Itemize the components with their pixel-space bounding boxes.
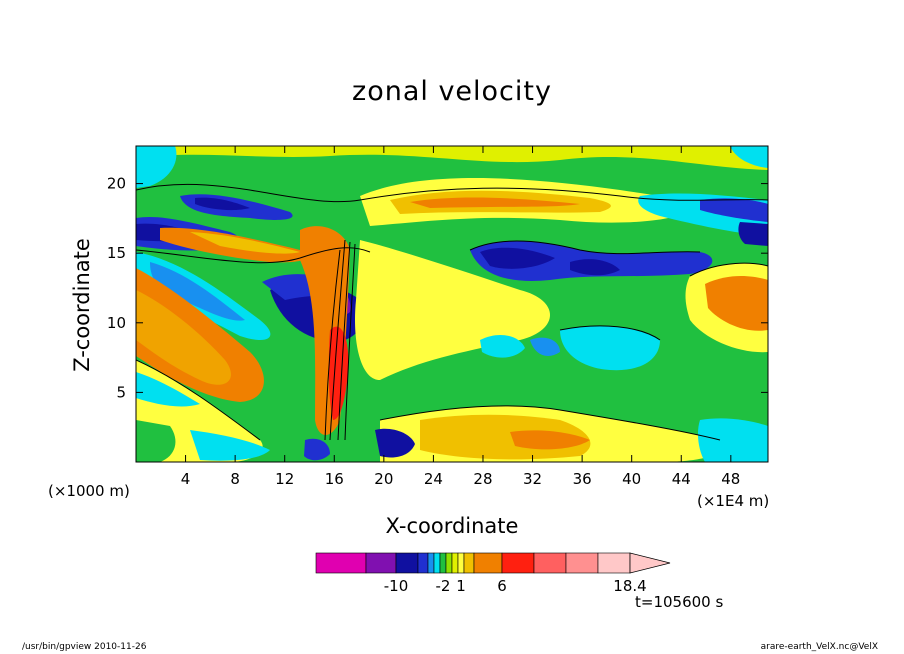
contour-lines	[136, 183, 768, 441]
x-tick-label: 24	[424, 470, 443, 488]
colorbar-tick-label: -10	[384, 577, 409, 595]
colorbar-tick-label: -2	[436, 577, 451, 595]
x-tick-label: 4	[181, 470, 191, 488]
x-tick-label: 32	[523, 470, 542, 488]
colorbar-extend-arrow	[629, 552, 671, 574]
x-tick-label: 20	[374, 470, 393, 488]
x-axis-label: X-coordinate	[385, 514, 519, 538]
x-tick-label: 40	[622, 470, 641, 488]
colorbar-swatch	[433, 552, 441, 574]
x-tick-label: 8	[230, 470, 240, 488]
time-label: t=105600 s	[635, 593, 724, 611]
colorbar-tick-label: 18.4	[613, 577, 646, 595]
x-tick-label: 16	[325, 470, 344, 488]
x-scale-label: (×1E4 m)	[697, 492, 770, 510]
colorbar-tick-label: 1	[456, 577, 466, 595]
colorbar-swatch	[457, 552, 465, 574]
y-tick-label: 20	[107, 175, 126, 193]
x-tick-label: 44	[672, 470, 691, 488]
colorbar-tick-label: 6	[497, 577, 507, 595]
y-tick-label: 10	[107, 314, 126, 332]
chart-title: zonal velocity	[352, 76, 552, 107]
colorbar-swatch	[315, 552, 367, 574]
velocity-field	[136, 146, 768, 462]
colorbar-swatch	[395, 552, 419, 574]
colorbar-swatch	[439, 552, 447, 574]
x-tick-label: 28	[473, 470, 492, 488]
colorbar-swatch	[501, 552, 535, 574]
x-unit-label: (×1000 m)	[48, 482, 130, 500]
plot-frame	[135, 145, 769, 463]
colorbar-swatch	[451, 552, 459, 574]
y-tick-label: 5	[116, 383, 126, 401]
footer-variable: arare-earth_VelX.nc@VelX	[760, 642, 878, 652]
x-axis-ticks: 4 8 12 16 20 24 28 32 36 40 44 48	[181, 146, 740, 488]
x-tick-label: 36	[573, 470, 592, 488]
colorbar-swatch	[445, 552, 453, 574]
colorbar-swatch	[565, 552, 599, 574]
colorbar-swatch	[365, 552, 397, 574]
colorbar-swatch	[597, 552, 631, 574]
colorbar-swatch	[417, 552, 429, 574]
x-tick-label: 48	[721, 470, 740, 488]
y-tick-label: 15	[107, 244, 126, 262]
footer-program-date: /usr/bin/gpview 2010-11-26	[22, 642, 147, 652]
colorbar-swatch	[463, 552, 475, 574]
y-axis-ticks: 5 10 15 20	[107, 175, 768, 401]
x-tick-label: 12	[275, 470, 294, 488]
colorbar-swatch	[533, 552, 567, 574]
colorbar: -10 -2 1 6 18.4	[315, 552, 671, 595]
colorbar-swatch	[427, 552, 435, 574]
colorbar-swatch	[473, 552, 503, 574]
